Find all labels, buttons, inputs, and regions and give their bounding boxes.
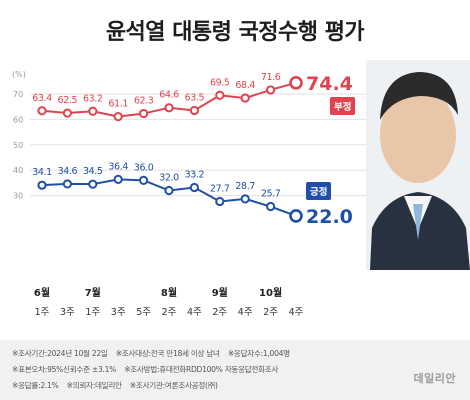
footnote-response-rate: ※응답률:2.1% [12,381,59,390]
x-week-label: 1주 [35,307,50,318]
footnote-line-2: ※표본오차:95%신뢰수준 ±3.1% ※조사방법:휴대전화RDD100% 자동… [12,364,284,375]
data-point [164,185,174,196]
x-week-label: 4주 [238,307,253,318]
y-tick-label: 30 [13,192,23,201]
data-point [37,180,47,190]
data-point [88,179,98,189]
data-label: 36.4 [108,161,128,172]
x-month-label: 7월 [85,287,101,299]
footnotes: ※조사기간:2024년 10월 22일 ※조사대상:전국 만18세 이상 남녀 … [0,340,470,400]
data-point [189,182,199,193]
x-month-label: 9월 [212,287,228,299]
data-label: 34.6 [58,166,78,177]
data-point [139,175,149,185]
series-points [37,76,303,223]
x-axis: 6월 7월 8월 9월 10월 1주 3주 1주 3주 5주 2주 4주 2주 4주 2주 4주 [34,287,304,318]
gridlines: (%) 70 60 50 40 30 [12,70,366,201]
data-label: 63.4 [32,93,52,104]
footnote-line-1: ※조사기간:2024년 10월 22일 ※조사대상:전국 만18세 이상 남녀 … [12,348,296,359]
data-point [289,76,303,90]
chart-title: 윤석열 대통령 국정수행 평가 [105,20,365,45]
data-point [266,85,276,95]
y-tick-label: 70 [13,90,23,99]
footnote-line-3: ※응답률:2.1% ※의뢰자:데일리안 ※조사기관:여론조사공정(㈜) [12,380,224,391]
data-label: 32.0 [159,173,179,184]
series-tag-positive: 긍정 [306,181,332,200]
data-label: 28.7 [235,181,255,192]
data-label: 63.5 [185,93,205,104]
x-week-label: 2주 [263,307,278,318]
data-label: 63.2 [83,93,103,104]
data-labels: 63.4 62.5 63.2 61.1 62.3 64.6 63.5 69.5 68.4 71.6… [32,72,353,228]
data-point [113,174,123,184]
data-point [289,209,303,223]
y-tick-label: 40 [13,166,23,175]
x-week-label: 2주 [162,307,177,318]
y-unit-label: (%) [12,70,26,79]
data-label: 61.1 [108,99,128,110]
x-week-label: 5주 [136,307,151,318]
data-label: 34.1 [32,167,52,178]
data-label: 27.7 [210,183,230,194]
data-point [240,194,250,204]
x-week-label: 4주 [289,307,304,318]
data-label: 74.4 [306,73,353,95]
data-point [88,106,98,116]
x-month-label: 8월 [161,287,177,299]
footnote-method: ※조사방법:휴대전화RDD100% 자동응답전화조사 [124,365,279,374]
data-point [139,108,149,119]
series-line-positive [41,178,297,217]
data-label: 68.4 [235,80,255,91]
y-tick-label: 60 [13,115,23,124]
footnote-agency: ※조사기관:여론조사공정(㈜) [129,381,218,390]
x-month-label: 10월 [259,287,282,299]
data-point [113,112,123,122]
x-week-label: 3주 [111,307,126,318]
footnote-period: ※조사기간:2024년 10월 22일 [12,349,108,358]
footnote-target: ※조사대상:전국 만18세 이상 남녀 [115,349,220,358]
data-point [240,93,250,103]
data-label: 62.5 [58,95,78,106]
data-point [37,106,47,116]
data-point [215,196,225,207]
data-point [164,103,174,113]
data-label: 62.3 [134,96,154,107]
data-label: 71.6 [261,72,281,83]
data-point [62,179,73,189]
footnote-client: ※의뢰자:데일리안 [66,381,122,390]
x-week-label: 1주 [85,307,100,318]
data-label: 25.7 [261,189,281,200]
data-point [266,201,276,212]
x-week-label: 2주 [212,307,227,318]
data-label: 36.0 [134,162,154,173]
data-label: 34.5 [83,166,103,177]
data-point [189,105,199,116]
x-week-label: 4주 [187,307,202,318]
x-month-label: 6월 [34,287,50,299]
y-tick-label: 50 [13,141,23,150]
portrait-photo [366,60,470,270]
publisher-logo: 데일리안 [413,372,456,385]
data-label: 69.5 [210,77,230,88]
data-label: 33.2 [185,169,205,180]
data-point [215,90,225,100]
footnote-sample: ※응답자수:1,004명 [227,349,290,358]
data-point [62,108,73,118]
footnote-error: ※표본오차:95%신뢰수준 ±3.1% [12,365,117,374]
data-label: 64.6 [159,90,179,101]
data-label: 22.0 [306,206,353,228]
series-tag-negative: 부정 [330,96,356,115]
x-week-label: 3주 [60,307,75,318]
